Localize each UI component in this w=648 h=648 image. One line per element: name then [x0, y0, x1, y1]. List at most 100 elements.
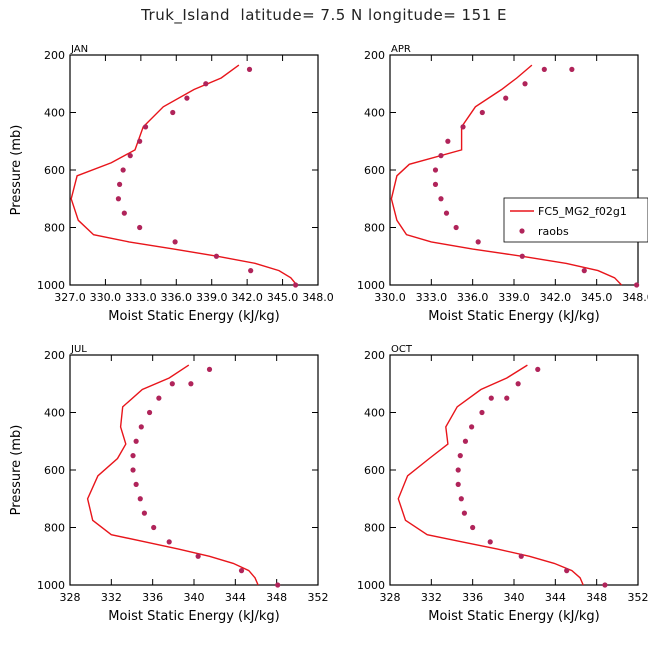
y-tick-label-apr: 1000 — [357, 279, 385, 292]
plot-frame-jul — [69, 354, 319, 586]
x-axis-label-apr: Moist Static Energy (kJ/kg) — [428, 309, 599, 324]
figure-title: Truk_Island latitude= 7.5 N longitude= 1… — [141, 6, 507, 24]
raobs-point-jul — [151, 524, 157, 531]
raobs-point-oct — [515, 381, 521, 387]
x-tick-label-oct: 344 — [545, 591, 566, 604]
y-axis-label-jul: Pressure (mb) — [9, 425, 24, 516]
raobs-point-oct — [458, 496, 464, 502]
raobs-point-apr — [569, 66, 575, 72]
raobs-point-jul — [275, 582, 281, 588]
y-tick-label-jan: 600 — [44, 164, 65, 177]
x-tick-label-jan: 336.0 — [161, 291, 193, 304]
raobs-point-oct — [487, 539, 493, 545]
x-tick-label-apr: 333.0 — [416, 291, 448, 304]
raobs-point-jan — [117, 181, 123, 187]
raobs-point-oct — [455, 481, 461, 487]
raobs-point-jan — [172, 239, 178, 245]
legend-raobs-swatch — [519, 228, 525, 234]
x-tick-label-jan: 333.0 — [125, 291, 157, 304]
x-tick-label-jul: 352 — [308, 591, 329, 604]
raobs-point-jul — [130, 453, 136, 459]
raobs-point-apr — [453, 224, 459, 231]
legend-box — [503, 197, 648, 243]
raobs-point-jan — [121, 210, 127, 216]
y-tick-label-jul: 1000 — [37, 579, 65, 592]
plot-frame-apr — [389, 54, 639, 286]
x-axis-label-jan: Moist Static Energy (kJ/kg) — [108, 309, 279, 324]
x-tick-label-apr: 339.0 — [498, 291, 530, 304]
raobs-point-apr — [634, 282, 640, 288]
x-axis-label-oct: Moist Static Energy (kJ/kg) — [428, 609, 599, 624]
raobs-point-jan — [292, 282, 299, 288]
raobs-point-jul — [156, 395, 162, 401]
raobs-point-jul — [133, 481, 139, 487]
x-tick-label-jan: 327.0 — [54, 291, 86, 304]
panel-label-jul: JUL — [70, 344, 87, 355]
raobs-point-jan — [248, 268, 254, 274]
raobs-point-jan — [137, 224, 143, 231]
x-tick-label-jul: 336 — [142, 591, 163, 604]
x-tick-label-jul: 340 — [184, 591, 205, 604]
x-tick-label-jan: 345.0 — [267, 291, 299, 304]
raobs-point-apr — [432, 167, 439, 173]
x-tick-label-oct: 340 — [504, 591, 525, 604]
raobs-point-apr — [522, 81, 528, 87]
raobs-point-oct — [462, 438, 469, 444]
panel-label-jan: JAN — [70, 44, 88, 55]
raobs-point-jul — [138, 424, 144, 430]
y-tick-label-jul: 400 — [44, 407, 65, 420]
x-tick-label-apr: 345.0 — [581, 291, 613, 304]
y-tick-label-jan: 800 — [44, 222, 65, 235]
raobs-point-apr — [519, 253, 525, 259]
raobs-point-apr — [443, 210, 450, 216]
legend-model-label: FC5_MG2_f02g1 — [538, 205, 627, 218]
raobs-point-oct — [518, 553, 524, 559]
panel-label-oct: OCT — [391, 344, 413, 355]
x-tick-label-apr: 342.0 — [540, 291, 572, 304]
raobs-point-jan — [213, 253, 220, 259]
raobs-point-apr — [581, 268, 587, 274]
raobs-point-jul — [146, 409, 153, 416]
raobs-point-jan — [115, 196, 122, 202]
raobs-point-jan — [203, 81, 209, 87]
y-tick-label-oct: 1000 — [357, 579, 385, 592]
raobs-point-jan — [120, 167, 126, 173]
x-tick-label-jan: 339.0 — [196, 291, 228, 304]
x-tick-label-apr: 330.0 — [374, 291, 406, 304]
raobs-point-apr — [475, 239, 481, 245]
x-tick-label-jan: 342.0 — [231, 291, 263, 304]
raobs-point-jan — [170, 109, 176, 116]
legend-raobs-label: raobs — [538, 225, 569, 238]
raobs-point-jan — [184, 95, 190, 101]
raobs-point-jul — [206, 366, 213, 372]
y-tick-label-apr: 600 — [364, 164, 385, 177]
raobs-point-apr — [438, 153, 444, 159]
y-tick-label-oct: 800 — [364, 522, 385, 535]
raobs-point-jul — [141, 510, 147, 516]
x-tick-label-jul: 344 — [225, 591, 246, 604]
y-tick-label-jul: 200 — [44, 349, 65, 362]
raobs-point-jul — [133, 438, 139, 444]
x-tick-label-jul: 332 — [101, 591, 122, 604]
raobs-point-jul — [188, 381, 194, 387]
y-tick-label-jan: 400 — [44, 107, 65, 120]
raobs-point-oct — [461, 510, 467, 516]
raobs-point-apr — [432, 181, 439, 187]
raobs-point-jan — [246, 66, 253, 72]
model-line-apr — [390, 64, 623, 286]
raobs-point-apr — [438, 196, 444, 202]
y-tick-label-jan: 1000 — [37, 279, 65, 292]
raobs-point-oct — [470, 524, 476, 531]
raobs-point-oct — [469, 424, 475, 430]
x-tick-label-jan: 348.0 — [302, 291, 334, 304]
x-axis-label-jul: Moist Static Energy (kJ/kg) — [108, 609, 279, 624]
x-tick-label-oct: 352 — [628, 591, 648, 604]
raobs-point-jul — [166, 539, 172, 545]
raobs-point-apr — [541, 66, 547, 72]
y-tick-label-jul: 600 — [44, 464, 65, 477]
plot-frame-oct — [389, 354, 639, 586]
raobs-point-oct — [479, 409, 485, 416]
raobs-point-oct — [535, 366, 541, 372]
raobs-point-oct — [602, 582, 608, 588]
